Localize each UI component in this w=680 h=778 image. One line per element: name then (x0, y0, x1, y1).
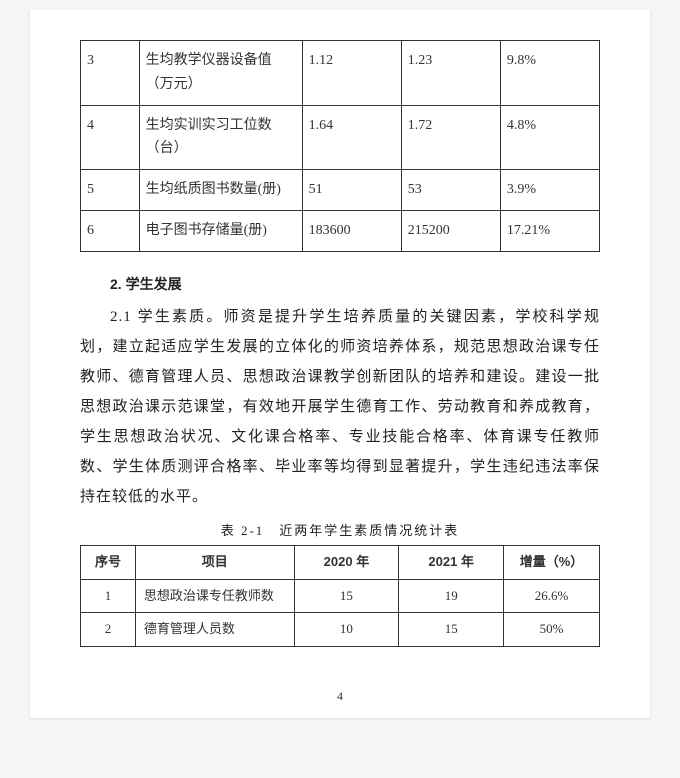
cell-pct: 17.21% (500, 210, 599, 251)
header-year-1: 2020 年 (294, 545, 399, 579)
table-header-row: 序号 项目 2020 年 2021 年 增量（%） (81, 545, 600, 579)
cell-value-2: 1.23 (401, 41, 500, 106)
header-increase: 增量（%） (504, 545, 600, 579)
document-page: 3 生均教学仪器设备值（万元） 1.12 1.23 9.8% 4 生均实训实习工… (30, 10, 650, 718)
cell-index: 4 (81, 105, 140, 170)
cell-pct: 4.8% (500, 105, 599, 170)
resource-table: 3 生均教学仪器设备值（万元） 1.12 1.23 9.8% 4 生均实训实习工… (80, 40, 600, 252)
student-quality-table: 序号 项目 2020 年 2021 年 增量（%） 1 思想政治课专任教师数 1… (80, 545, 600, 647)
section-heading: 2. 学生发展 (110, 274, 600, 294)
table-row: 3 生均教学仪器设备值（万元） 1.12 1.23 9.8% (81, 41, 600, 106)
cell-index: 6 (81, 210, 140, 251)
table-row: 1 思想政治课专任教师数 15 19 26.6% (81, 579, 600, 613)
cell-index: 2 (81, 613, 136, 647)
cell-value-1: 1.64 (302, 105, 401, 170)
cell-value-1: 183600 (302, 210, 401, 251)
cell-value-1: 51 (302, 170, 401, 211)
cell-item: 生均实训实习工位数（台） (139, 105, 302, 170)
table-row: 2 德育管理人员数 10 15 50% (81, 613, 600, 647)
cell-value-2: 1.72 (401, 105, 500, 170)
cell-year-2: 19 (399, 579, 504, 613)
table-row: 5 生均纸质图书数量(册) 51 53 3.9% (81, 170, 600, 211)
cell-item: 生均教学仪器设备值（万元） (139, 41, 302, 106)
cell-increase: 26.6% (504, 579, 600, 613)
paragraph-lead: 2.1 学生素质。 (110, 309, 224, 325)
paragraph-body: 2.1 学生素质。师资是提升学生培养质量的关键因素，学校科学规划，建立起适应学生… (80, 302, 600, 512)
cell-value-2: 53 (401, 170, 500, 211)
cell-item: 电子图书存储量(册) (139, 210, 302, 251)
cell-item: 德育管理人员数 (135, 613, 294, 647)
cell-year-1: 10 (294, 613, 399, 647)
header-item: 项目 (135, 545, 294, 579)
cell-index: 5 (81, 170, 140, 211)
paragraph-text: 师资是提升学生培养质量的关键因素，学校科学规划，建立起适应学生发展的立体化的师资… (80, 309, 600, 505)
cell-year-1: 15 (294, 579, 399, 613)
page-number: 4 (30, 689, 650, 704)
cell-index: 3 (81, 41, 140, 106)
header-index: 序号 (81, 545, 136, 579)
cell-pct: 3.9% (500, 170, 599, 211)
cell-value-2: 215200 (401, 210, 500, 251)
cell-pct: 9.8% (500, 41, 599, 106)
table-caption: 表 2-1 近两年学生素质情况统计表 (80, 520, 600, 539)
cell-item: 生均纸质图书数量(册) (139, 170, 302, 211)
cell-increase: 50% (504, 613, 600, 647)
cell-value-1: 1.12 (302, 41, 401, 106)
table-row: 6 电子图书存储量(册) 183600 215200 17.21% (81, 210, 600, 251)
cell-item: 思想政治课专任教师数 (135, 579, 294, 613)
header-year-2: 2021 年 (399, 545, 504, 579)
cell-index: 1 (81, 579, 136, 613)
table-row: 4 生均实训实习工位数（台） 1.64 1.72 4.8% (81, 105, 600, 170)
cell-year-2: 15 (399, 613, 504, 647)
